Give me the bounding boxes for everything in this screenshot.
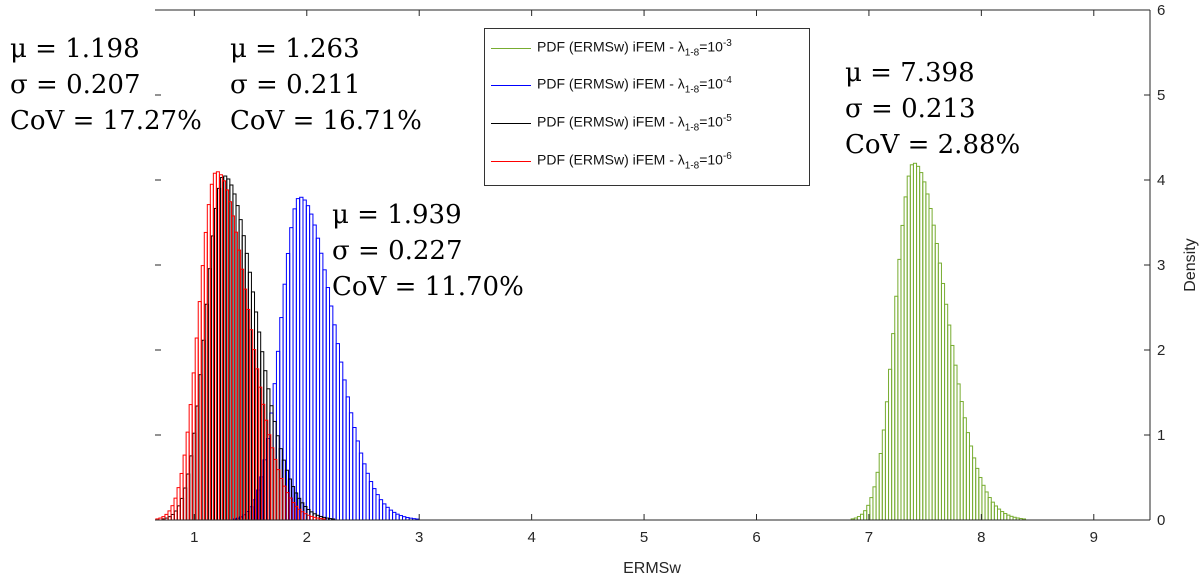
x-tick-label: 2 <box>303 529 311 546</box>
y-tick-label: 0 <box>1157 512 1165 529</box>
stat-cov: CoV = 17.27% <box>10 106 202 136</box>
stat-cov: CoV = 11.70% <box>332 272 524 302</box>
stat-mu: μ = 7.398 <box>845 58 975 88</box>
x-tick-label: 4 <box>527 529 535 546</box>
x-tick-label: 5 <box>640 529 648 546</box>
histogram-bars <box>155 162 1027 521</box>
stat-cov: CoV = 16.71% <box>230 106 422 136</box>
stat-mu: μ = 1.263 <box>230 34 360 64</box>
x-tick-label: 1 <box>190 529 198 546</box>
stat-cov: CoV = 2.88% <box>845 130 1021 160</box>
x-tick-label: 3 <box>415 529 423 546</box>
y-tick-label: 6 <box>1157 2 1165 19</box>
legend-label: PDF (ERMSw) iFEM - λ1-8=10-3 <box>537 37 732 59</box>
x-axis-label: ERMSw <box>623 560 681 577</box>
stat-sigma: σ = 0.227 <box>332 236 463 266</box>
legend-swatch <box>491 84 531 86</box>
legend-label: PDF (ERMSw) iFEM - λ1-8=10-4 <box>537 74 732 96</box>
y-tick-label: 1 <box>1157 427 1165 444</box>
stat-sigma: σ = 0.213 <box>845 94 976 124</box>
x-tick-label: 9 <box>1090 529 1098 546</box>
stat-mu: μ = 1.939 <box>332 200 462 230</box>
legend-item: PDF (ERMSw) iFEM - λ1-8=10-4 <box>491 70 732 100</box>
y-tick-label: 3 <box>1157 257 1165 274</box>
y-ticks-left <box>155 94 161 436</box>
stats-annotation: μ = 1.263 σ = 0.211 CoV = 16.71% <box>230 31 422 139</box>
x-tick-label: 8 <box>977 529 985 546</box>
legend-swatch <box>491 160 531 162</box>
legend-item: PDF (ERMSw) iFEM - λ1-8=10-6 <box>491 146 732 176</box>
x-ticks: 1 2 3 4 5 6 7 8 9 <box>190 10 1098 546</box>
legend-item: PDF (ERMSw) iFEM - λ1-8=10-5 <box>491 108 732 138</box>
y-tick-label: 5 <box>1157 87 1165 104</box>
stats-annotation: μ = 1.198 σ = 0.207 CoV = 17.27% <box>10 31 202 139</box>
stat-sigma: σ = 0.211 <box>230 70 361 100</box>
legend-swatch <box>491 122 531 124</box>
x-tick-label: 7 <box>865 529 873 546</box>
x-tick-label: 6 <box>752 529 760 546</box>
legend: PDF (ERMSw) iFEM - λ1-8=10-3 PDF (ERMSw)… <box>484 28 810 186</box>
stats-annotation: μ = 7.398 σ = 0.213 CoV = 2.88% <box>845 55 1020 163</box>
y-tick-label: 4 <box>1157 172 1165 189</box>
stats-annotation: μ = 1.939 σ = 0.227 CoV = 11.70% <box>332 197 524 305</box>
legend-swatch <box>491 47 531 49</box>
y-ticks: 0 1 2 3 4 5 6 <box>1144 2 1165 529</box>
legend-item: PDF (ERMSw) iFEM - λ1-8=10-3 <box>491 33 732 63</box>
stat-sigma: σ = 0.207 <box>10 70 141 100</box>
legend-label: PDF (ERMSw) iFEM - λ1-8=10-5 <box>537 112 732 134</box>
y-axis-label: Density <box>1182 238 1199 291</box>
y-tick-label: 2 <box>1157 342 1165 359</box>
legend-label: PDF (ERMSw) iFEM - λ1-8=10-6 <box>537 150 732 172</box>
stat-mu: μ = 1.198 <box>10 34 140 64</box>
